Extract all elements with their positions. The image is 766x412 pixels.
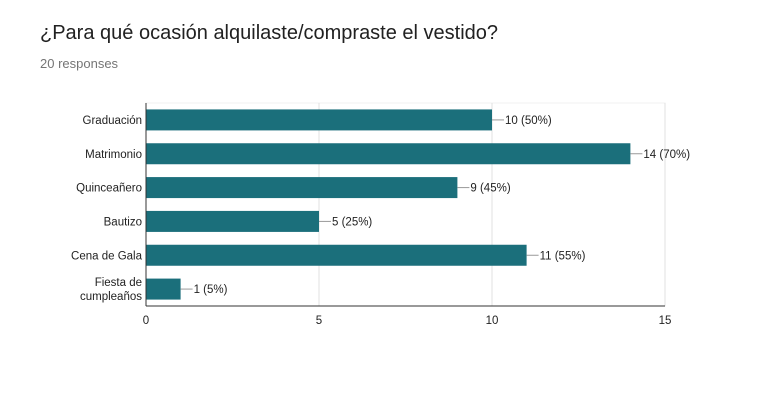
data-label: 14 (70%): [643, 149, 690, 161]
bar-3: [146, 210, 319, 232]
x-tick-label: 10: [486, 315, 499, 327]
data-label: 5 (25%): [332, 216, 372, 228]
category-label-line: Fiesta de: [95, 277, 142, 289]
category-label: Quinceañero: [76, 183, 142, 195]
category-label-line: Matrimonio: [85, 149, 142, 161]
response-count: 20 responses: [40, 56, 119, 71]
bar-4: [146, 244, 527, 266]
bar-1: [146, 143, 631, 165]
x-tick-label: 15: [659, 315, 672, 327]
bar-0: [146, 109, 492, 131]
plot-area: [145, 102, 666, 307]
category-label-line: Graduación: [83, 115, 142, 127]
category-label: Fiesta de cumpleaños: [80, 277, 142, 303]
category-label: Bautizo: [104, 216, 142, 228]
chart-title: ¿Para qué ocasión alquilaste/compraste e…: [40, 22, 499, 44]
category-label-line: Bautizo: [104, 216, 142, 228]
category-label-line: Cena de Gala: [71, 250, 143, 262]
data-label: 1 (5%): [194, 284, 228, 296]
category-label: Matrimonio: [85, 149, 142, 161]
category-label: Cena de Gala: [71, 250, 143, 262]
data-label: 11 (55%): [540, 250, 586, 262]
x-tick-label: 0: [143, 315, 149, 327]
bar-2: [146, 177, 458, 199]
category-label: Graduación: [83, 115, 142, 127]
category-label-line: cumpleaños: [80, 291, 142, 303]
bar-5: [146, 278, 181, 300]
data-label: 10 (50%): [505, 115, 552, 127]
category-label-line: Quinceañero: [76, 183, 142, 195]
x-tick-label: 5: [316, 315, 322, 327]
data-label: 9 (45%): [470, 183, 510, 195]
